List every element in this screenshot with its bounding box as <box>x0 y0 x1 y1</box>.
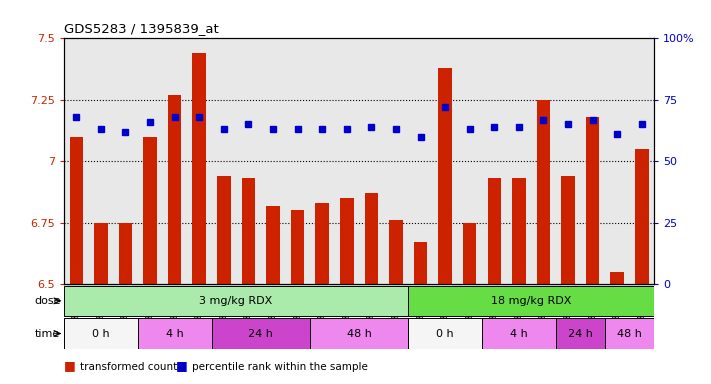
Bar <box>439 68 452 284</box>
Bar <box>64 318 138 349</box>
Text: ■: ■ <box>64 359 76 372</box>
Bar <box>414 242 427 284</box>
Text: 4 h: 4 h <box>166 328 183 339</box>
Text: ■: ■ <box>176 359 188 372</box>
Bar <box>611 272 624 284</box>
Text: 0 h: 0 h <box>437 328 454 339</box>
Bar <box>310 318 408 349</box>
Bar <box>291 210 304 284</box>
Text: dose: dose <box>34 296 60 306</box>
Bar <box>365 193 378 284</box>
Bar <box>463 223 476 284</box>
Text: transformed count: transformed count <box>80 362 177 372</box>
Bar <box>242 179 255 284</box>
Bar <box>482 318 556 349</box>
Bar <box>389 220 402 284</box>
Bar <box>512 179 525 284</box>
Text: 24 h: 24 h <box>248 328 273 339</box>
Bar <box>556 318 605 349</box>
Bar <box>217 176 230 284</box>
Bar <box>212 318 310 349</box>
Bar <box>144 137 157 284</box>
Text: 48 h: 48 h <box>347 328 371 339</box>
Text: time: time <box>35 328 60 339</box>
Text: 18 mg/kg RDX: 18 mg/kg RDX <box>491 296 572 306</box>
Text: 0 h: 0 h <box>92 328 109 339</box>
Bar <box>340 198 353 284</box>
Text: 48 h: 48 h <box>617 328 642 339</box>
Bar <box>94 223 107 284</box>
Bar <box>586 117 599 284</box>
Bar <box>488 179 501 284</box>
Bar <box>408 286 654 316</box>
Bar <box>193 53 206 284</box>
Bar <box>561 176 574 284</box>
Bar <box>168 95 181 284</box>
Text: 3 mg/kg RDX: 3 mg/kg RDX <box>200 296 273 306</box>
Text: percentile rank within the sample: percentile rank within the sample <box>192 362 368 372</box>
Bar <box>605 318 654 349</box>
Bar <box>266 205 279 284</box>
Bar <box>138 318 212 349</box>
Bar <box>64 286 408 316</box>
Text: 24 h: 24 h <box>568 328 593 339</box>
Text: GDS5283 / 1395839_at: GDS5283 / 1395839_at <box>64 22 219 35</box>
Bar <box>537 100 550 284</box>
Bar <box>70 137 83 284</box>
Bar <box>635 149 648 284</box>
Bar <box>408 318 482 349</box>
Text: 4 h: 4 h <box>510 328 528 339</box>
Bar <box>119 223 132 284</box>
Bar <box>316 203 329 284</box>
